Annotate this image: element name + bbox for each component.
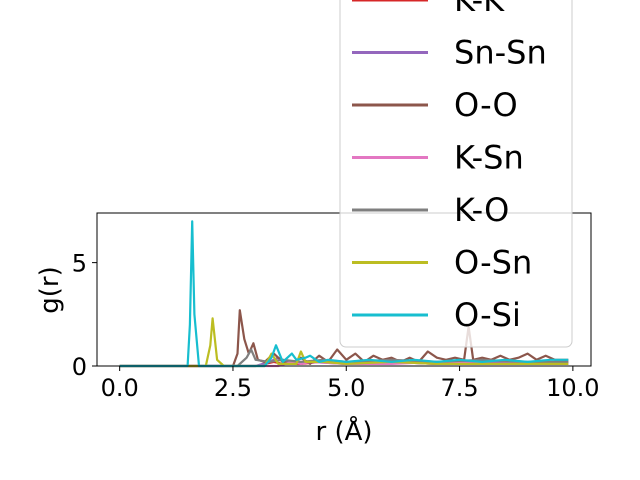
x-tick-label: 0.0	[101, 374, 139, 402]
legend: K-K Sn-Sn O-O K-Sn K-O O-Sn O-Si	[339, 0, 573, 348]
series-line-o-sn	[119, 317, 569, 368]
legend-label-o-si: O-Si	[454, 296, 521, 334]
x-axis: 0.0 2.5 5.0 7.5 10.0	[101, 366, 600, 402]
x-tick-label: 2.5	[214, 374, 252, 402]
y-tick-label: 0	[72, 353, 87, 381]
legend-label-k-k: K-K	[454, 0, 505, 19]
legend-label-k-o: K-O	[454, 191, 509, 229]
legend-box	[339, 0, 573, 348]
legend-label-o-o: O-O	[454, 86, 518, 124]
series-layer	[119, 220, 569, 368]
legend-label-sn-sn: Sn-Sn	[454, 34, 547, 72]
legend-label-k-sn: K-Sn	[454, 139, 524, 177]
x-tick-label: 5.0	[327, 374, 365, 402]
x-tick-label: 7.5	[440, 374, 478, 402]
series-line-o-si	[119, 220, 569, 368]
y-axis: 05	[72, 250, 97, 381]
legend-label-o-sn: O-Sn	[454, 244, 532, 282]
x-axis-label: r (Å)	[315, 415, 372, 447]
x-tick-label: 10.0	[546, 374, 599, 402]
y-tick-label: 5	[72, 250, 87, 278]
y-axis-label: g(r)	[35, 266, 65, 313]
